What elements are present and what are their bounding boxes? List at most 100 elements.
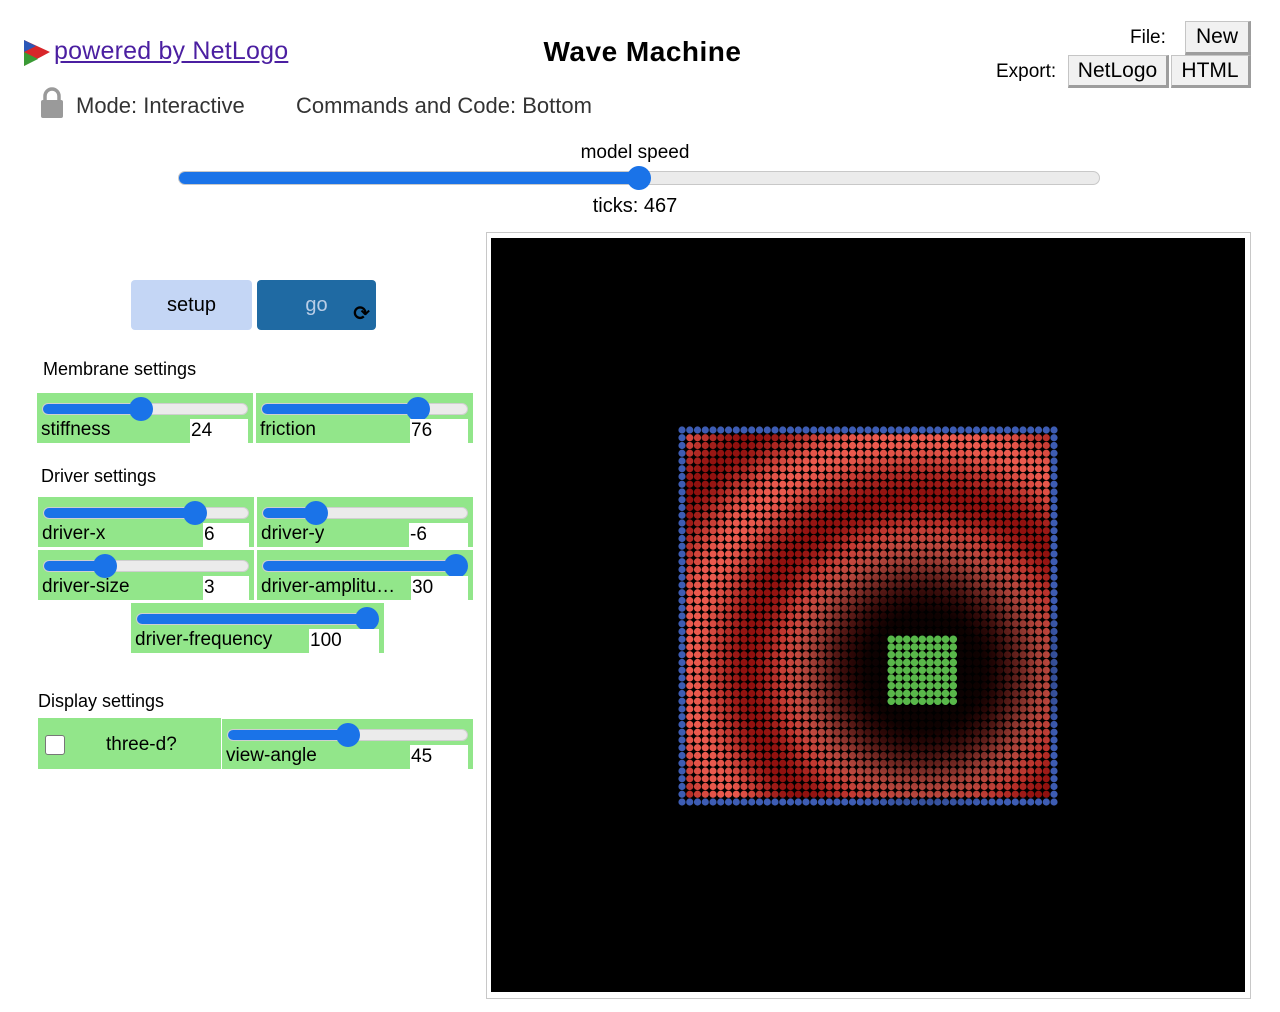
driver-frequency-thumb[interactable] xyxy=(355,607,379,631)
membrane-patch xyxy=(771,581,779,589)
driver-size-track[interactable] xyxy=(43,560,249,572)
driver-frequency-track[interactable] xyxy=(136,613,379,625)
membrane-patch xyxy=(949,465,957,473)
lock-icon[interactable] xyxy=(40,87,64,119)
membrane-patch xyxy=(996,496,1004,504)
export-html-button[interactable]: HTML xyxy=(1171,55,1251,88)
membrane-patch xyxy=(724,759,733,767)
driver-patch xyxy=(933,650,942,659)
three-d-checkbox[interactable] xyxy=(45,735,65,755)
membrane-patch xyxy=(802,434,810,442)
membrane-patch xyxy=(779,744,787,752)
driver-size-slider[interactable]: driver-size 3 xyxy=(38,550,254,600)
driver-patch xyxy=(910,666,919,675)
membrane-patch xyxy=(724,751,733,760)
view-angle-value[interactable]: 45 xyxy=(410,745,468,769)
membrane-patch xyxy=(903,434,911,442)
membrane-patch xyxy=(1027,503,1035,512)
stiffness-value[interactable]: 24 xyxy=(190,419,248,443)
membrane-patch xyxy=(980,441,988,450)
membrane-patch xyxy=(740,426,748,434)
driver-frequency-slider[interactable]: driver-frequency 100 xyxy=(131,603,384,653)
setup-button-label: setup xyxy=(167,293,216,316)
view-angle-thumb[interactable] xyxy=(335,723,360,747)
membrane-patch xyxy=(833,426,841,434)
membrane-patch xyxy=(988,503,996,512)
membrane-patch xyxy=(771,643,779,651)
membrane-patch xyxy=(686,472,694,481)
membrane-patch xyxy=(763,589,771,597)
membrane-patch xyxy=(1011,426,1019,434)
commands-and-code-toggle[interactable]: Commands and Code: Bottom xyxy=(296,93,592,118)
driver-y-thumb[interactable] xyxy=(303,501,328,525)
driver-size-thumb[interactable] xyxy=(92,554,117,578)
membrane-patch xyxy=(748,542,756,550)
membrane-patch xyxy=(701,565,709,574)
driver-patch xyxy=(895,666,903,675)
membrane-patch xyxy=(686,542,694,550)
view-angle-slider[interactable]: view-angle 45 xyxy=(222,719,473,769)
new-button[interactable]: New xyxy=(1185,21,1251,55)
membrane-patch xyxy=(817,472,826,481)
driver-amplitude-value[interactable]: 30 xyxy=(411,576,468,600)
membrane-patch xyxy=(693,705,702,713)
membrane-patch xyxy=(763,627,771,636)
membrane-patch xyxy=(779,720,787,729)
driver-x-thumb[interactable] xyxy=(183,501,208,525)
model-speed-thumb[interactable] xyxy=(627,166,651,190)
membrane-patch xyxy=(724,589,733,597)
driver-patch xyxy=(926,697,934,706)
friction-track[interactable] xyxy=(261,403,468,415)
mode-text[interactable]: Mode: Interactive xyxy=(76,93,245,118)
membrane-patch xyxy=(833,798,841,806)
driver-x-track[interactable] xyxy=(43,507,249,519)
friction-value[interactable]: 76 xyxy=(410,419,468,443)
driver-amplitude-slider[interactable]: driver-amplitu… 30 xyxy=(257,550,473,600)
membrane-patch xyxy=(996,503,1004,512)
membrane-patch xyxy=(779,728,787,736)
membrane-patch xyxy=(717,689,725,698)
membrane-patch xyxy=(1042,488,1050,496)
driver-x-slider[interactable]: driver-x 6 xyxy=(38,497,254,547)
membrane-patch xyxy=(724,496,733,504)
go-button[interactable]: go ⟳ xyxy=(257,280,376,330)
stiffness-thumb[interactable] xyxy=(128,397,153,421)
membrane-patch xyxy=(701,558,709,566)
membrane-patch xyxy=(1019,480,1027,488)
membrane-patch xyxy=(771,457,779,465)
membrane-patch xyxy=(1042,790,1050,798)
membrane-patch xyxy=(972,472,981,481)
membrane-patch xyxy=(686,775,694,783)
membrane-patch xyxy=(794,573,802,581)
driver-y-value[interactable]: -6 xyxy=(409,523,468,547)
membrane-patch xyxy=(786,596,795,605)
membrane-patch xyxy=(701,713,709,721)
export-netlogo-button[interactable]: NetLogo xyxy=(1068,55,1169,88)
setup-button[interactable]: setup xyxy=(131,280,252,330)
driver-frequency-value[interactable]: 100 xyxy=(309,629,379,653)
powered-by-netlogo-link[interactable]: powered by NetLogo xyxy=(22,37,288,68)
membrane-patch xyxy=(693,620,702,628)
membrane-patch xyxy=(786,790,795,798)
membrane-patch xyxy=(724,775,733,783)
driver-x-value[interactable]: 6 xyxy=(203,523,249,547)
friction-thumb[interactable] xyxy=(406,397,431,421)
driver-amplitude-thumb[interactable] xyxy=(444,554,468,578)
driver-amplitude-label: driver-amplitu… xyxy=(261,576,396,597)
membrane-patch xyxy=(732,674,740,682)
membrane-patch xyxy=(848,798,857,806)
driver-patch xyxy=(949,658,958,667)
driver-y-track[interactable] xyxy=(262,507,468,519)
driver-y-slider[interactable]: driver-y -6 xyxy=(257,497,473,547)
membrane-patch xyxy=(748,426,756,434)
three-d-switch[interactable]: three-d? xyxy=(38,718,221,769)
membrane-patch xyxy=(701,573,709,581)
stiffness-slider[interactable]: stiffness 24 xyxy=(37,393,253,443)
membrane-patch xyxy=(887,511,895,519)
world-view[interactable] xyxy=(491,238,1245,992)
driver-amplitude-track[interactable] xyxy=(262,560,468,572)
friction-slider[interactable]: friction 76 xyxy=(256,393,473,443)
driver-size-value[interactable]: 3 xyxy=(203,576,249,600)
membrane-patch xyxy=(771,496,779,504)
membrane-patch xyxy=(709,519,717,527)
